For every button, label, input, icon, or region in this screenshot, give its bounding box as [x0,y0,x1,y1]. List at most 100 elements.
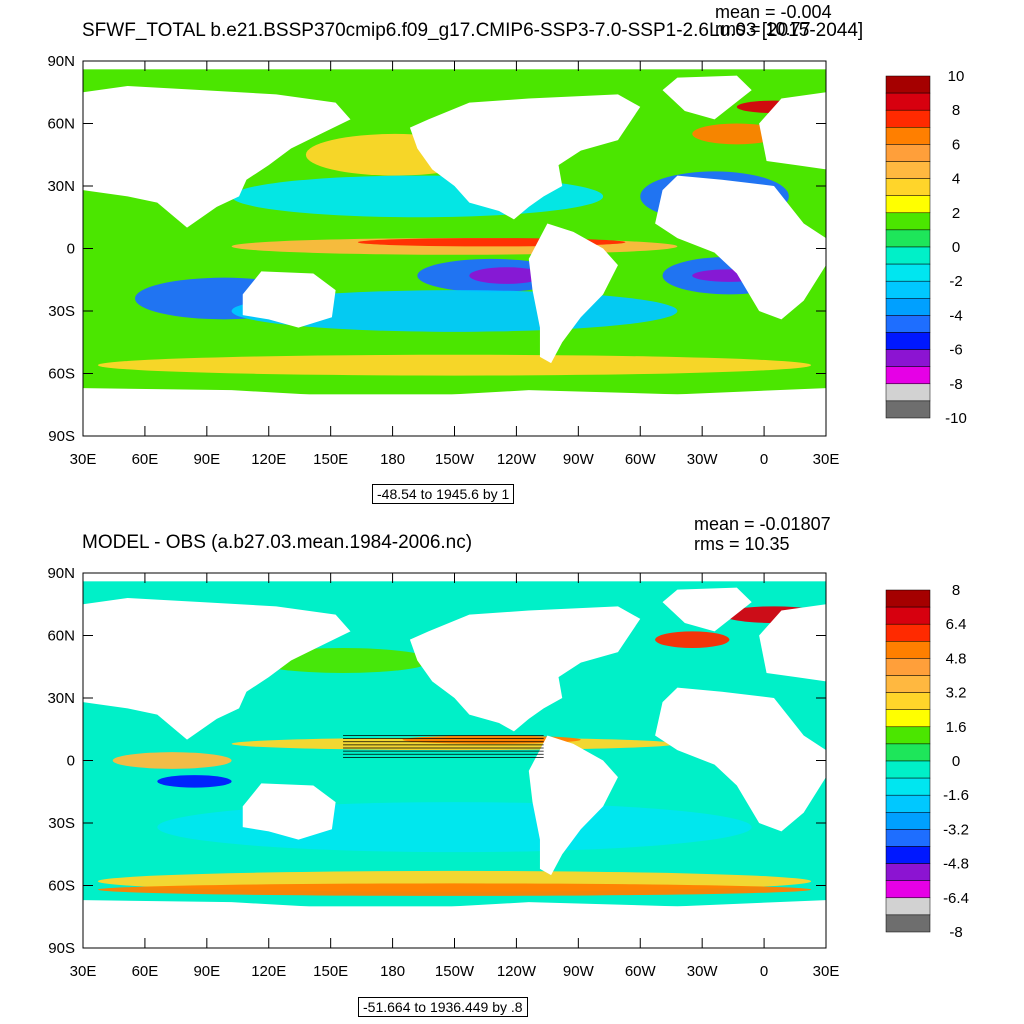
colorbar-label: 6 [952,136,960,153]
land-mask [662,75,752,120]
lat-tick-label: 60S [48,878,75,895]
lat-tick-label: 90N [47,53,75,70]
colorbar-label: 6.4 [946,616,967,633]
lon-tick-label: 60W [625,451,657,468]
lon-tick-label: 180 [380,451,405,468]
colorbar-swatch [885,280,931,299]
field-anomaly [469,267,544,284]
top-map-panel: SFWF_TOTAL b.e21.BSSP370cmip6.f09_g17.CM… [47,2,967,504]
chart-title: SFWF_TOTAL b.e21.BSSP370cmip6.f09_g17.CM… [82,20,864,41]
land-mask [83,86,351,228]
lat-tick-label: 60N [47,116,75,133]
colorbar-swatch [885,298,931,316]
mean-value: mean = -0.01807 [694,514,831,534]
lon-tick-label: 90E [193,963,220,980]
land-mask [83,388,826,436]
lon-tick-label: 0 [760,451,768,468]
lat-tick-label: 60S [48,366,75,383]
lon-tick-label: 90W [563,963,595,980]
lon-tick-label: 30E [70,451,97,468]
colorbar-swatch [885,623,931,642]
colorbar-swatch [885,743,931,762]
lon-tick-label: 150W [435,963,475,980]
colorbar-swatch [885,178,931,196]
colorbar-label: 8 [952,102,960,119]
colorbar-swatch [885,829,931,847]
lon-tick-label: 90W [563,451,595,468]
lon-tick-label: 30E [813,451,840,468]
colorbar-label: -3.2 [943,821,969,838]
colorbar-swatch [885,863,931,881]
lon-tick-label: 120E [251,963,286,980]
colorbar-swatch [885,760,931,779]
colorbar-swatch [885,92,931,111]
colorbar-label: 4 [952,171,960,188]
chart-title: MODEL - OBS (a.b27.03.mean.1984-2006.nc) [82,532,473,553]
lat-tick-label: 90N [47,565,75,582]
land-mask [83,598,351,740]
colorbar-label: -6.4 [943,890,969,907]
field-anomaly [692,123,782,145]
colorbar-label: -6 [949,342,962,359]
colorbar-label: 3.2 [946,685,967,702]
land-mask [528,735,618,876]
lon-tick-label: 30W [687,963,719,980]
lon-tick-label: 90E [193,451,220,468]
lon-tick-label: 150E [313,963,348,980]
lat-tick-label: 30S [48,303,75,320]
colorbar-swatch [885,606,931,625]
colorbar-swatch [885,195,931,214]
land-mask [655,687,826,832]
lon-tick-label: 120W [497,451,537,468]
contour-range-box: -51.664 to 1936.449 by .8 [358,997,528,1017]
colorbar-swatch [885,675,931,693]
lat-tick-label: 30N [47,178,75,195]
lon-tick-label: 30W [687,451,719,468]
colorbar-swatch [885,777,931,796]
field-layer [83,61,826,436]
colorbar-swatch [885,332,931,350]
land-mask [83,900,826,948]
colorbar-swatch [885,144,931,162]
colorbar-label: -2 [949,273,962,290]
colorbar-swatch [885,383,931,402]
rms-value: rms = 10.35 [694,534,790,554]
lon-tick-label: 60E [132,451,159,468]
lon-tick-label: 0 [760,963,768,980]
land-mask [409,606,641,732]
lon-tick-label: 120E [251,451,286,468]
colorbar-swatch [885,641,931,659]
colorbar-swatch [885,709,931,728]
colorbar-swatch [885,692,931,710]
bottom-map-panel: MODEL - OBS (a.b27.03.mean.1984-2006.nc)… [0,512,1024,1024]
land-mask [759,604,826,682]
field-layer [83,573,826,948]
colorbar-swatch [885,658,931,676]
lat-tick-label: 60N [47,628,75,645]
field-anomaly [112,752,232,769]
lat-tick-label: 30S [48,815,75,832]
colorbar-swatch [885,349,931,367]
colorbar-label: 4.8 [946,650,967,667]
field-anomaly [655,631,730,648]
colorbar-label: -10 [945,410,967,427]
land-mask [242,271,336,328]
colorbar-swatch [885,812,931,830]
colorbar-swatch [885,229,931,248]
colorbar-label: 0 [952,239,960,256]
lon-tick-label: 60W [625,963,657,980]
colorbar-swatch [885,109,931,128]
colorbar-swatch [885,127,931,145]
land-mask [759,92,826,170]
colorbar-label: 10 [948,68,965,85]
colorbar-label: -4.8 [943,856,969,873]
colorbar-swatch [885,794,931,813]
land-mask [655,175,826,320]
colorbar-swatch [885,726,931,745]
land-mask [662,587,752,632]
colorbar-label: 0 [952,753,960,770]
colorbar-swatch [885,589,931,608]
field-anomaly [97,883,812,896]
colorbar-swatch [885,400,931,419]
colorbar-swatch [885,212,931,231]
